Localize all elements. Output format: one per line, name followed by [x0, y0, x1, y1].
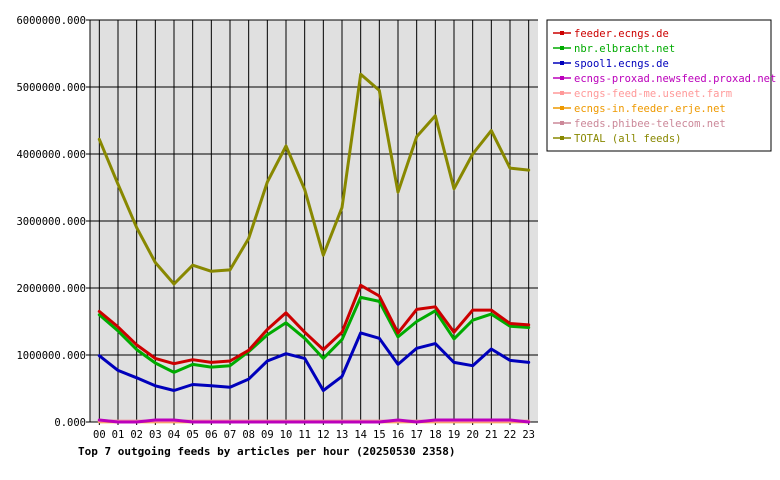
x-tick-label: 21: [485, 429, 498, 441]
x-tick-label: 02: [130, 429, 143, 441]
legend-marker: [560, 136, 564, 140]
legend-label: ecngs-in.feeder.erje.net: [574, 103, 726, 115]
series-line-total-all-feeds: [97, 72, 531, 286]
legend-marker: [560, 91, 564, 95]
x-tick-label: 08: [242, 429, 255, 441]
legend-item: TOTAL (all feeds): [553, 133, 681, 145]
legend-label: spool1.ecngs.de: [574, 58, 669, 70]
y-tick-label: 0.000: [54, 417, 86, 429]
x-tick-label: 19: [448, 429, 461, 441]
legend: feeder.ecngs.de nbr.elbracht.net spool1.ec…: [546, 19, 776, 152]
x-tick-label: 07: [224, 429, 237, 441]
legend-label: feeds.phibee-telecom.net: [574, 118, 726, 130]
y-tick-label: 4000000.000: [16, 149, 86, 161]
series-lines: [97, 72, 531, 424]
legend-marker: [560, 106, 564, 110]
legend-item: ecngs-proxad.newsfeed.proxad.net: [553, 73, 776, 85]
y-tick-label: 2000000.000: [16, 283, 86, 295]
x-tick-label: 11: [298, 429, 311, 441]
legend-marker: [560, 61, 564, 65]
x-tick-label: 16: [392, 429, 405, 441]
x-tick-label: 22: [504, 429, 517, 441]
series-line-nbr-elbracht-net: [97, 295, 531, 374]
x-tick-label: 18: [429, 429, 442, 441]
x-tick-label: 23: [522, 429, 535, 441]
legend-marker: [560, 31, 564, 35]
x-tick-label: 12: [317, 429, 330, 441]
legend-label: TOTAL (all feeds): [574, 133, 681, 145]
x-tick-label: 10: [280, 429, 293, 441]
chart-title: Top 7 outgoing feeds by articles per hou…: [78, 445, 456, 458]
x-tick-label: 14: [354, 429, 367, 441]
x-tick-label: 01: [112, 429, 125, 441]
x-tick-labels: 00 01 02 03 04 05 06 07 08 09 10 11 12 13 14 15 16 17 18 19…: [93, 429, 535, 441]
legend-item: spool1.ecngs.de: [553, 58, 669, 70]
series-line-spool1-ecngs-de: [97, 331, 531, 392]
y-tick-labels: 0.000 1000000.000 2000000.000 3000000.000 40…: [16, 15, 86, 429]
legend-box: [546, 19, 772, 152]
legend-label: ecngs-proxad.newsfeed.proxad.net: [574, 73, 776, 85]
legend-label: ecngs-feed-me.usenet.farm: [574, 88, 732, 100]
x-tick-label: 00: [93, 429, 106, 441]
legend-item: nbr.elbracht.net: [553, 43, 675, 55]
x-tick-label: 13: [336, 429, 349, 441]
y-tick-label: 3000000.000: [16, 216, 86, 228]
legend-item: feeder.ecngs.de: [553, 28, 669, 40]
y-tick-label: 5000000.000: [16, 82, 86, 94]
legend-item: ecngs-feed-me.usenet.farm: [553, 88, 732, 100]
x-tick-label: 06: [205, 429, 218, 441]
legend-marker: [560, 121, 564, 125]
x-tick-label: 04: [168, 429, 181, 441]
series-line-ecngs-proxad-newsfeed-proxad-net: [97, 418, 531, 424]
legend-label: feeder.ecngs.de: [574, 28, 669, 40]
y-tick-label: 1000000.000: [16, 350, 86, 362]
grid-lines: [90, 19, 538, 423]
series-line-feeder-ecngs-de: [97, 283, 531, 366]
x-tick-label: 15: [373, 429, 386, 441]
legend-marker: [560, 46, 564, 50]
legend-marker: [560, 76, 564, 80]
legend-item: feeds.phibee-telecom.net: [553, 118, 726, 130]
x-tick-label: 17: [410, 429, 423, 441]
legend-label: nbr.elbracht.net: [574, 43, 675, 55]
x-tick-label: 09: [261, 429, 274, 441]
legend-item: ecngs-in.feeder.erje.net: [553, 103, 726, 115]
x-tick-label: 05: [186, 429, 199, 441]
x-tick-label: 03: [149, 429, 162, 441]
y-tick-label: 6000000.000: [16, 15, 86, 27]
x-tick-label: 20: [466, 429, 479, 441]
